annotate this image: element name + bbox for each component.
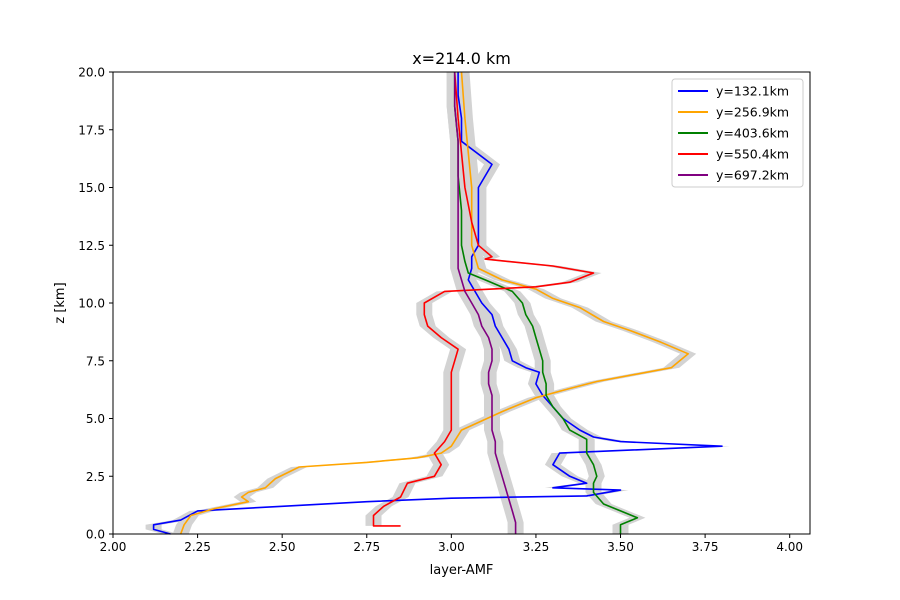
x-axis-ticks: 2.00 2.25 2.50 2.75 3.00 3.25 3.50 3.75 4.00 [100,534,803,554]
x-tick-label: 4.00 [776,540,803,554]
x-tick-label: 2.75 [353,540,380,554]
x-tick-label: 3.75 [692,540,719,554]
uncertainty-band-5 [446,72,524,534]
x-tick-label: 2.00 [100,540,127,554]
y-axis-label: z [km] [53,282,68,323]
y-tick-label: 2.5 [86,470,105,484]
legend-label-5: y=697.2km [716,168,789,183]
legend-label-2: y=256.9km [716,105,789,120]
y-tick-label: 5.0 [86,412,105,426]
legend-box [671,78,804,188]
y-tick-label: 10.0 [78,297,105,311]
x-tick-label: 3.50 [607,540,634,554]
legend-label-4: y=550.4km [716,147,789,162]
series-line-2 [179,71,689,535]
x-tick-label: 2.25 [184,540,211,554]
x-tick-label: 2.50 [269,540,296,554]
y-axis-ticks: 0.0 2.5 5.0 7.5 10.0 12.5 15.0 17.5 20.0 [78,66,113,542]
legend-label-1: y=132.1km [716,84,789,99]
x-tick-label: 3.25 [523,540,550,554]
series-line-1 [152,72,723,535]
series-line-4 [372,71,595,527]
y-tick-label: 7.5 [86,354,105,368]
y-tick-label: 0.0 [86,528,105,542]
x-axis-label: layer-AMF [430,563,494,578]
legend: y=132.1km y=256.9km y=403.6km y=550.4km y=69… [671,78,804,188]
y-tick-label: 12.5 [78,239,105,253]
uncertainty-bands [145,72,731,534]
series-line-5 [453,72,517,534]
series-lines [152,71,723,535]
chart-title: x=214.0 km [412,49,511,68]
x-tick-label: 3.00 [438,540,465,554]
legend-label-3: y=403.6km [716,126,789,141]
y-tick-label: 20.0 [78,66,105,80]
y-tick-label: 15.0 [78,181,105,195]
series-line-3 [453,72,639,534]
y-tick-label: 17.5 [78,123,105,137]
